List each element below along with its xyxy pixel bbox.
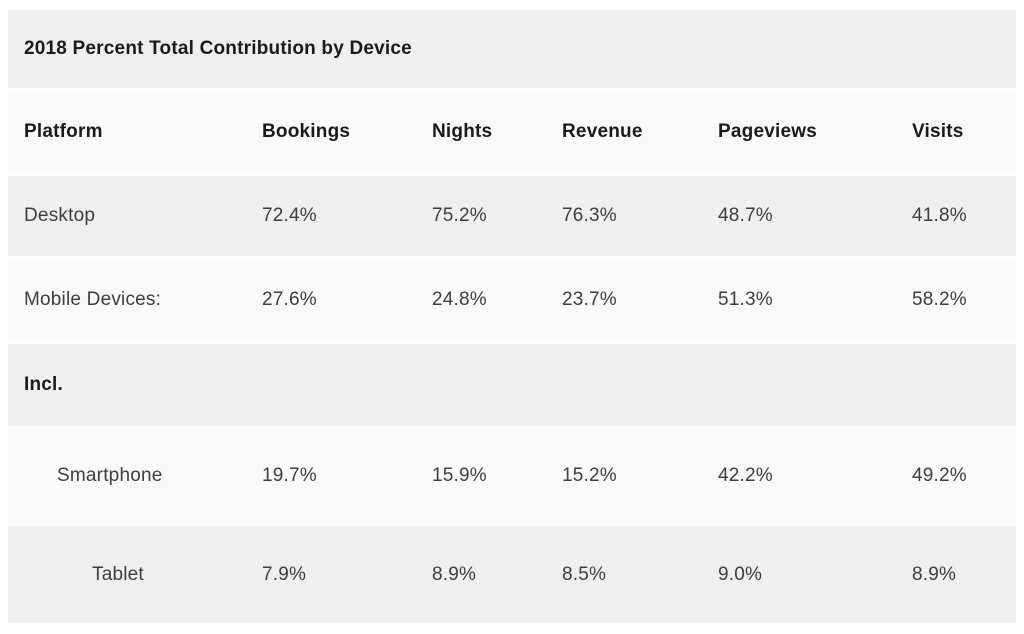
value-cell-visits: 49.2% (912, 465, 967, 486)
value-cell-pageviews: 42.2% (718, 465, 773, 486)
table-header-row: Platform Bookings Nights Revenue Pagevie… (8, 91, 1016, 173)
value-cell-visits: 8.9% (912, 563, 957, 585)
table-row-incl-section: Incl. (8, 344, 1016, 426)
platform-cell: Desktop (24, 205, 96, 226)
table-row-smartphone: Smartphone 19.7% 15.9% 15.2% 42.2% 49.2% (8, 429, 1016, 523)
platform-cell: Mobile Devices: (24, 289, 162, 310)
value-cell-revenue: 76.3% (562, 205, 617, 226)
column-header-nights: Nights (432, 121, 493, 142)
table-row-desktop: Desktop 72.4% 75.2% 76.3% 48.7% 41.8% (8, 176, 1016, 256)
column-header-revenue: Revenue (562, 121, 643, 142)
value-cell-bookings: 7.9% (262, 563, 307, 585)
value-cell-nights: 75.2% (432, 205, 487, 226)
value-cell-nights: 15.9% (432, 465, 487, 486)
page-title: 2018 Percent Total Contribution by Devic… (24, 38, 412, 59)
value-cell-revenue: 8.5% (562, 563, 607, 585)
value-cell-pageviews: 48.7% (718, 205, 773, 226)
value-cell-pageviews: 51.3% (718, 289, 773, 310)
value-cell-visits: 58.2% (912, 289, 967, 310)
value-cell-nights: 8.9% (432, 563, 477, 585)
value-cell-bookings: 19.7% (262, 465, 317, 486)
value-cell-bookings: 27.6% (262, 289, 317, 310)
value-cell-bookings: 72.4% (262, 205, 317, 226)
column-header-visits: Visits (912, 121, 964, 142)
table-row-mobile-devices: Mobile Devices: 27.6% 24.8% 23.7% 51.3% … (8, 259, 1016, 341)
platform-cell: Tablet (92, 563, 144, 585)
value-cell-revenue: 15.2% (562, 465, 617, 486)
table-row-tablet: Tablet 7.9% 8.9% 8.5% 9.0% 8.9% (8, 526, 1016, 623)
value-cell-visits: 41.8% (912, 205, 967, 226)
column-header-pageviews: Pageviews (718, 121, 817, 142)
section-label: Incl. (24, 374, 64, 395)
value-cell-revenue: 23.7% (562, 289, 617, 310)
column-header-platform: Platform (24, 121, 103, 142)
value-cell-pageviews: 9.0% (718, 563, 763, 585)
column-header-bookings: Bookings (262, 121, 351, 142)
table-title-row: 2018 Percent Total Contribution by Devic… (8, 10, 1016, 88)
platform-cell: Smartphone (57, 465, 163, 486)
value-cell-nights: 24.8% (432, 289, 487, 310)
